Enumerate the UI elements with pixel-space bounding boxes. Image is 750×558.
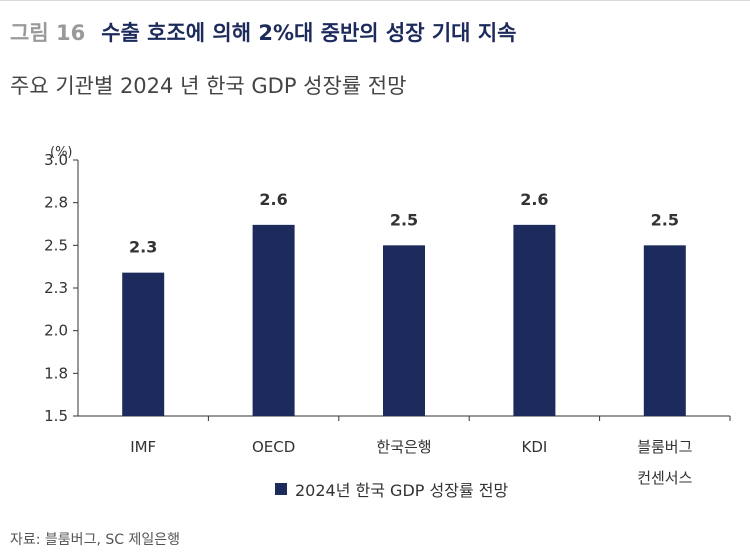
bar-data-label: 2.6 (259, 190, 287, 209)
y-tick-label: 1.5 (44, 407, 68, 425)
figure-subtitle: 주요 기관별 2024 년 한국 GDP 성장률 전망 (10, 74, 407, 98)
bar-data-label: 2.5 (651, 210, 679, 229)
x-tick-label: 블룸버그 (637, 438, 692, 456)
figure-number: 그림 16 (10, 21, 86, 45)
y-tick-label: 1.8 (44, 364, 68, 382)
x-tick-label: 컨센서스 (637, 469, 692, 487)
bar (643, 245, 686, 416)
legend-swatch (275, 483, 287, 495)
y-unit-label: (%) (50, 145, 73, 160)
bar-data-label: 2.6 (520, 190, 548, 209)
x-tick-label: 한국은행 (376, 438, 431, 456)
x-tick-label: KDI (521, 438, 547, 456)
bar (122, 272, 165, 416)
x-tick-label: OECD (252, 438, 295, 456)
y-tick-label: 2.0 (44, 322, 68, 340)
bar (252, 224, 295, 416)
y-tick-label: 2.5 (44, 236, 68, 254)
legend-label: 2024년 한국 GDP 성장률 전망 (295, 481, 509, 500)
y-tick-label: 3.0 (44, 151, 68, 169)
source-note: 자료: 블룸버그, SC 제일은행 (10, 532, 180, 548)
y-tick-label: 2.3 (44, 279, 68, 297)
top-rule (0, 0, 750, 7)
bar-data-label: 2.5 (390, 210, 418, 229)
bar-chart: (%) 1.5 1.8 2.0 2.3 2.5 2.8 3.0 2.3 2.6 2.5 2.6 2.5… (44, 145, 731, 487)
bar-data-label: 2.3 (129, 238, 157, 257)
legend: 2024년 한국 GDP 성장률 전망 (275, 477, 508, 501)
bars: 2.3 2.6 2.5 2.6 2.5 (122, 190, 686, 416)
y-tick-label: 2.8 (44, 194, 68, 212)
bar (383, 245, 425, 416)
figure-title-text: 수출 호조에 의해 2%대 중반의 성장 기대 지속 (101, 21, 517, 45)
x-tick-label: IMF (130, 438, 156, 456)
bar (513, 224, 556, 416)
figure-title: 그림 16 수출 호조에 의해 2%대 중반의 성장 기대 지속 (10, 17, 516, 47)
